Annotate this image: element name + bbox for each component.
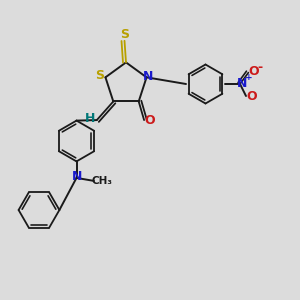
Text: O: O [246,90,257,104]
Text: -: - [257,61,262,74]
Text: S: S [96,69,105,82]
Text: CH₃: CH₃ [91,176,112,186]
Text: N: N [237,77,248,90]
Text: S: S [120,28,129,41]
Text: O: O [145,115,155,128]
Text: O: O [248,65,259,78]
Text: N: N [143,70,154,83]
Text: H: H [85,112,95,125]
Text: +: + [245,74,253,82]
Text: N: N [72,170,82,183]
